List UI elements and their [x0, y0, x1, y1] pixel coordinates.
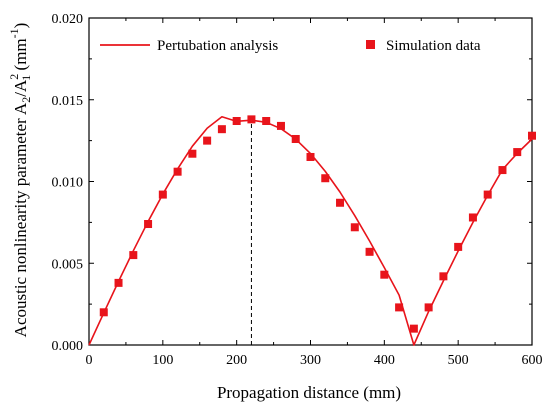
simulation-point	[528, 131, 536, 140]
simulation-point	[262, 117, 271, 125]
simulation-point	[439, 272, 448, 281]
y-title-base: Acoustic nonlinearity parameter A	[11, 102, 30, 337]
y-tick-label: 0.005	[52, 257, 84, 272]
simulation-point	[498, 166, 507, 175]
simulation-point	[336, 198, 345, 207]
x-tick-label: 500	[448, 353, 469, 368]
simulation-point	[203, 136, 212, 145]
simulation-point	[188, 149, 197, 158]
x-tick-label: 100	[152, 353, 173, 368]
simulation-point	[321, 174, 330, 183]
simulation-point	[424, 303, 433, 312]
plot-frame	[88, 17, 533, 346]
x-tick-label: 0	[86, 353, 93, 368]
perturbation-curve	[88, 115, 533, 346]
simulation-point	[247, 115, 256, 124]
y-title-mid: /A	[11, 79, 30, 97]
simulation-point	[468, 213, 477, 222]
x-tick-label: 300	[300, 353, 321, 368]
simulation-point	[380, 270, 389, 279]
x-axis-title: Propagation distance (mm)	[217, 383, 401, 402]
y-tick-label: 0.020	[52, 12, 84, 27]
x-tick-label: 200	[226, 353, 247, 368]
simulation-point	[129, 251, 138, 260]
legend-label-scatter: Simulation data	[386, 38, 481, 54]
simulation-point	[276, 121, 285, 130]
simulation-point	[217, 125, 226, 134]
y-tick-label: 0.010	[52, 176, 84, 191]
simulation-point	[306, 152, 315, 161]
simulation-point	[144, 220, 153, 229]
simulation-point	[173, 167, 182, 176]
y-axis-title: Acoustic nonlinearity parameter A2/A21 (…	[7, 23, 33, 338]
x-tick-label: 400	[374, 353, 395, 368]
simulation-point	[513, 148, 522, 157]
legend: Pertubation analysis Simulation data	[100, 38, 481, 54]
plot-area: 0 100 200 300 400 500 600 0.000 0.005 0.010 0.015 0…	[52, 12, 543, 368]
simulation-point	[114, 278, 123, 287]
legend-marker-swatch	[366, 40, 375, 49]
simulation-point	[99, 308, 108, 317]
simulation-point	[291, 134, 300, 143]
series-simulation-data	[99, 115, 536, 333]
y-title-unit-close: )	[11, 23, 30, 29]
y-title-sup2: 2	[7, 74, 21, 80]
simulation-point	[232, 117, 241, 125]
series-perturbation-analysis	[88, 115, 533, 346]
simulation-point	[454, 242, 463, 251]
y-title-sub1: 2	[19, 97, 33, 103]
simulation-point	[483, 190, 492, 199]
y-tick-label: 0.015	[52, 94, 84, 109]
axis-ticks	[88, 17, 533, 346]
x-tick-label: 600	[522, 353, 543, 368]
y-title-sub2: 1	[19, 75, 33, 81]
y-tick-label: 0.000	[52, 339, 84, 354]
legend-label-line: Pertubation analysis	[157, 38, 278, 54]
y-title-unit-sup: -1	[7, 28, 21, 38]
simulation-point	[365, 247, 374, 256]
simulation-point	[158, 190, 167, 199]
tick-labels: 0 100 200 300 400 500 600 0.000 0.005 0.010 0.015 0…	[52, 12, 543, 368]
simulation-point	[409, 324, 418, 333]
simulation-point	[350, 223, 359, 232]
y-title-unit-open: (mm	[11, 38, 30, 74]
simulation-point	[395, 303, 404, 312]
